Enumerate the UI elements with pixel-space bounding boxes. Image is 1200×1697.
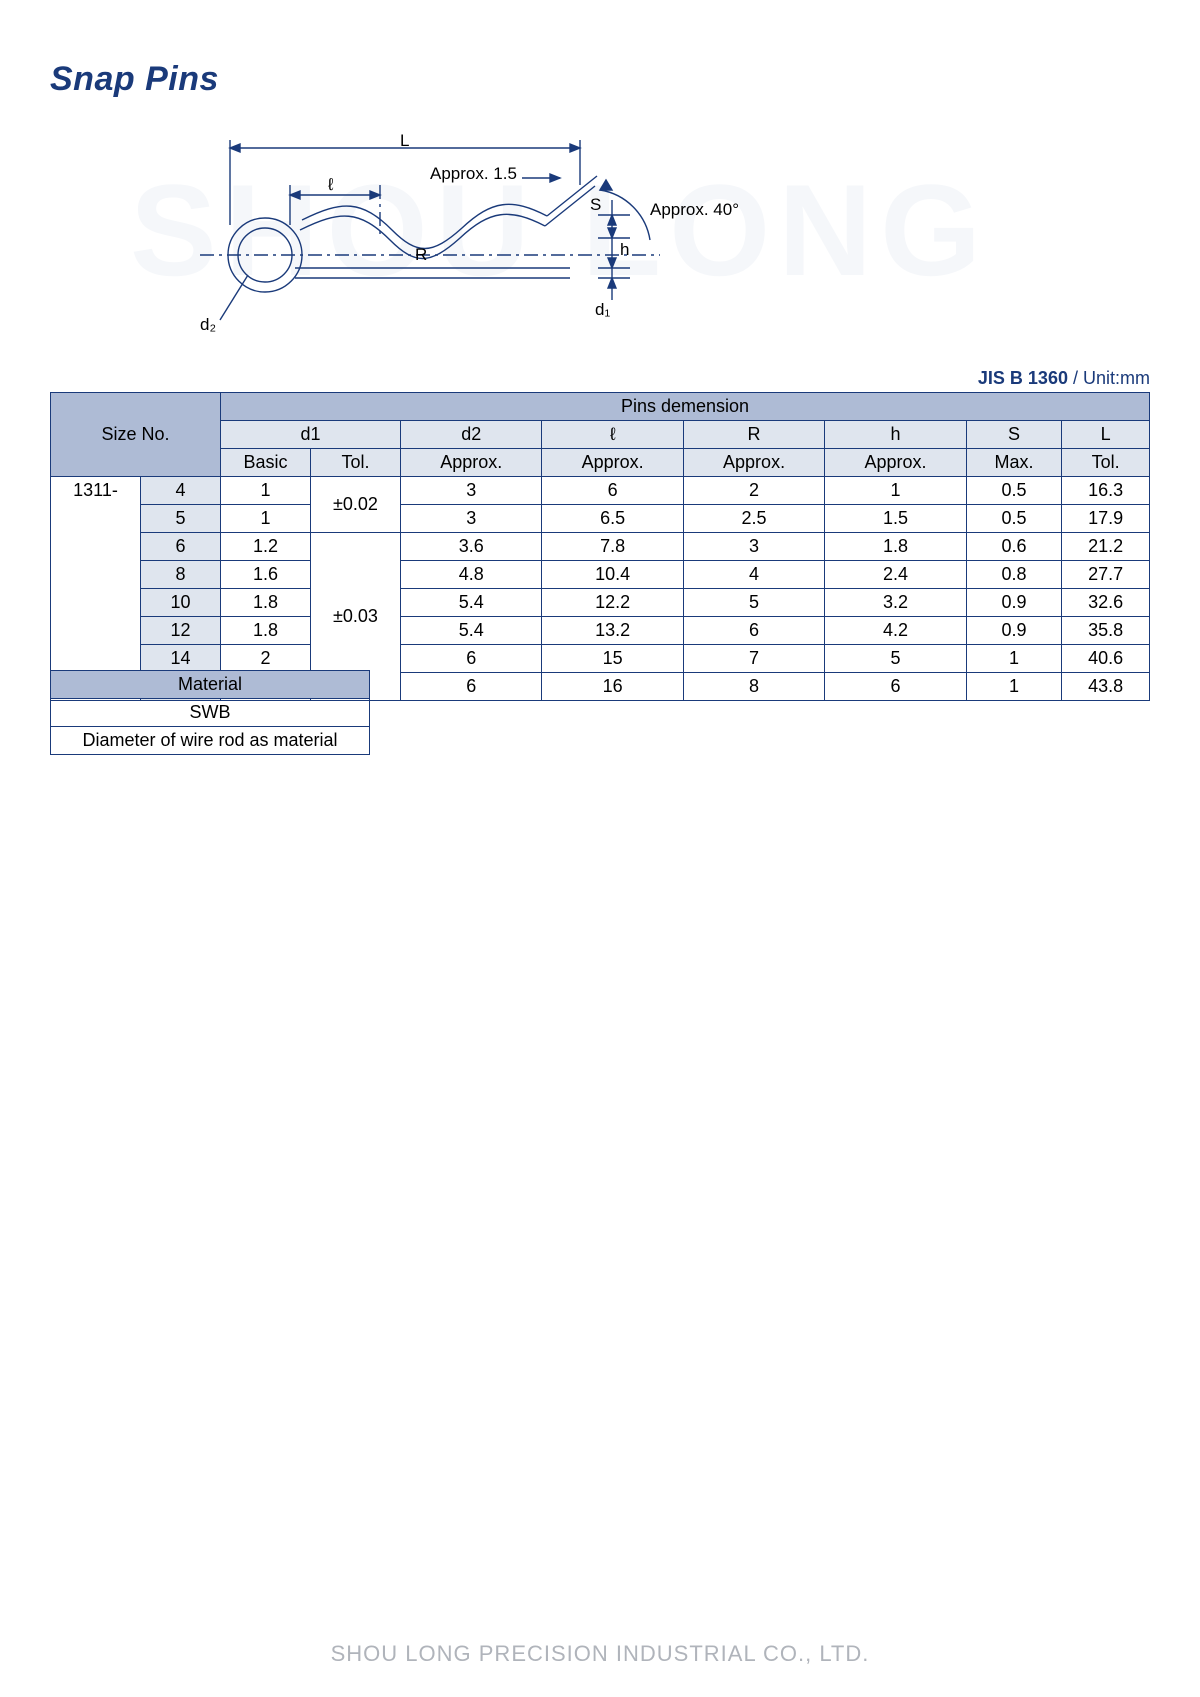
dim-h: h: [620, 240, 629, 259]
dimensions-table: Size No. Pins demension d1 d2 ℓ R h S L …: [50, 392, 1150, 701]
dim-l: ℓ: [327, 175, 334, 194]
th-approx-d2: Approx.: [401, 449, 542, 477]
table-row: 14 2 6 15 7 5 1 40.6: [51, 645, 1150, 673]
th-approx-l: Approx.: [542, 449, 683, 477]
th-R: R: [683, 421, 824, 449]
table-row: 5 1 3 6.5 2.5 1.5 0.5 17.9: [51, 505, 1150, 533]
dim-approx15: Approx. 1.5: [430, 164, 517, 183]
dim-d1: d₁: [595, 300, 610, 319]
dim-L: L: [400, 131, 409, 150]
th-tol-L: Tol.: [1062, 449, 1150, 477]
th-approx-h: Approx.: [825, 449, 966, 477]
snap-pin-diagram: L ℓ Approx. 1.5 Approx. 40° S h d₁ d₂ R: [200, 130, 850, 340]
th-L: L: [1062, 421, 1150, 449]
standard-unit: / Unit:mm: [1073, 368, 1150, 388]
dim-approx40: Approx. 40°: [650, 200, 739, 219]
table-row: 8 1.6 4.8 10.4 4 2.4 0.8 27.7: [51, 561, 1150, 589]
th-tol: Tol.: [311, 449, 401, 477]
table-row: 10 1.8 5.4 12.2 5 3.2 0.9 32.6: [51, 589, 1150, 617]
material-row: SWB: [51, 699, 370, 727]
th-d2: d2: [401, 421, 542, 449]
th-d1: d1: [221, 421, 401, 449]
th-basic: Basic: [221, 449, 311, 477]
tol1: ±0.02: [311, 477, 401, 533]
dim-R: R: [415, 245, 427, 264]
material-row: Diameter of wire rod as material: [51, 727, 370, 755]
dim-d2: d₂: [200, 315, 216, 334]
dim-S: S: [590, 195, 601, 214]
table-row: 6 1.2 ±0.03 3.6 7.8 3 1.8 0.6 21.2: [51, 533, 1150, 561]
th-l: ℓ: [542, 421, 683, 449]
material-table: Material SWB Diameter of wire rod as mat…: [50, 670, 370, 755]
th-max: Max.: [966, 449, 1062, 477]
standard-code: JIS B 1360: [978, 368, 1068, 388]
page-title: Snap Pins: [50, 60, 219, 99]
th-S: S: [966, 421, 1062, 449]
table-row: 12 1.8 5.4 13.2 6 4.2 0.9 35.8: [51, 617, 1150, 645]
material-header: Material: [51, 671, 370, 699]
table-row: 1311- 4 1 ±0.02 3 6 2 1 0.5 16.3: [51, 477, 1150, 505]
prefix: 1311-: [51, 477, 141, 701]
th-size-no: Size No.: [51, 393, 221, 477]
standard-label: JIS B 1360 / Unit:mm: [978, 368, 1150, 389]
th-pins: Pins demension: [221, 393, 1150, 421]
th-h: h: [825, 421, 966, 449]
footer: SHOU LONG PRECISION INDUSTRIAL CO., LTD.: [0, 1641, 1200, 1667]
th-approx-R: Approx.: [683, 449, 824, 477]
